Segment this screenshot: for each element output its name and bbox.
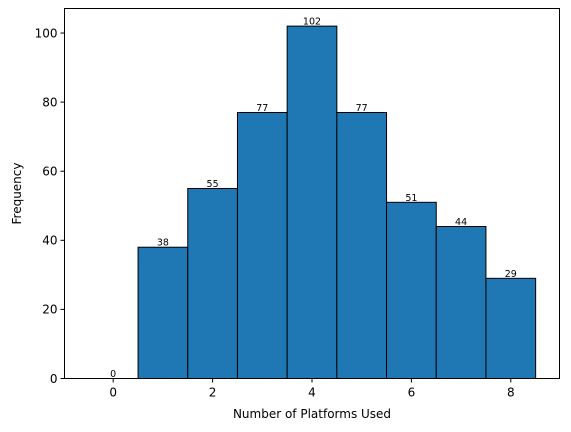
data-label-3: 77 xyxy=(256,103,268,114)
bar-5 xyxy=(336,111,388,379)
bar-4 xyxy=(286,25,338,379)
y-tick-label-20: 20 xyxy=(42,303,57,317)
bar-8 xyxy=(485,277,537,380)
data-labels: 0 38 55 77 102 77 51 44 29 xyxy=(110,17,517,380)
y-tick-label-0: 0 xyxy=(50,372,58,386)
x-tick-label-0: 0 xyxy=(109,386,117,400)
bar-2 xyxy=(187,187,238,379)
x-tick-label-4: 4 xyxy=(308,386,316,400)
data-label-0: 0 xyxy=(110,369,116,380)
bars xyxy=(137,25,537,380)
bar-1 xyxy=(137,246,189,379)
x-tick-label-2: 2 xyxy=(209,386,217,400)
x-axis-ticks: 0 2 4 6 8 xyxy=(109,378,515,400)
x-tick-label-8: 8 xyxy=(507,386,515,400)
y-tick-label-100: 100 xyxy=(35,26,58,40)
data-label-8: 29 xyxy=(505,269,517,280)
y-tick-label-40: 40 xyxy=(42,234,57,248)
y-axis-ticks: 0 20 40 60 80 100 xyxy=(35,26,65,386)
bar-7 xyxy=(435,225,487,379)
data-label-6: 51 xyxy=(405,193,417,204)
bar-6 xyxy=(386,201,437,379)
data-label-2: 55 xyxy=(207,179,219,190)
x-axis-label: Number of Platforms Used xyxy=(233,407,391,421)
data-label-5: 77 xyxy=(356,103,368,114)
data-label-7: 44 xyxy=(455,217,467,228)
y-axis-label: Frequency xyxy=(10,163,24,225)
data-label-1: 38 xyxy=(157,238,169,249)
y-tick-label-80: 80 xyxy=(42,95,57,109)
data-label-4: 102 xyxy=(303,17,321,28)
bar-3 xyxy=(236,111,288,379)
y-tick-label-60: 60 xyxy=(42,165,57,179)
x-tick-label-6: 6 xyxy=(408,386,416,400)
